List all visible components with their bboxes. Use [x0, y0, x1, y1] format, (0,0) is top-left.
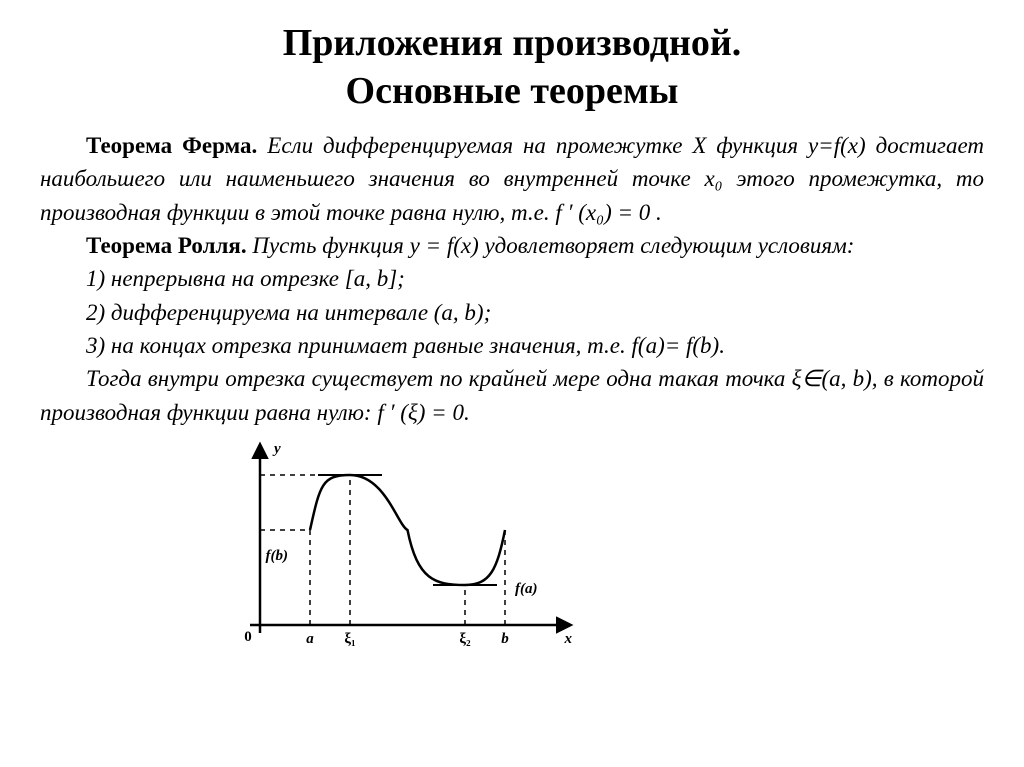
rolle-name: Теорема Ролля. — [86, 233, 247, 258]
body-text: Теорема Ферма. Если дифференцируемая на … — [40, 129, 984, 429]
rolle-conclusion: Тогда внутри отрезка существует по крайн… — [40, 362, 984, 429]
title-line-1: Приложения производной. — [40, 20, 984, 68]
svg-text:f(a): f(a) — [515, 581, 538, 597]
rolle-lead: Пусть функция y = f(x) удовлетворяет сле… — [252, 233, 854, 258]
fermat-name: Теорема Ферма. — [86, 133, 257, 158]
svg-text:ξ₂: ξ₂ — [459, 631, 471, 647]
svg-text:x: x — [564, 631, 573, 647]
rolle-item-2: 2) дифференцируема на интервале (a, b); — [40, 296, 984, 329]
rolle-chart: 0 x y a ξ₁ ξ₂ b f(b) f(a) — [220, 435, 580, 655]
svg-text:b: b — [501, 631, 509, 647]
page-title: Приложения производной. Основные теоремы — [40, 20, 984, 115]
svg-text:ξ₁: ξ₁ — [344, 631, 355, 647]
svg-text:y: y — [272, 441, 281, 457]
rolle-item-1: 1) непрерывна на отрезке [a, b]; — [40, 262, 984, 295]
title-line-2: Основные теоремы — [40, 68, 984, 116]
svg-text:0: 0 — [244, 629, 252, 645]
rolle-item-3: 3) на концах отрезка принимает равные зн… — [40, 329, 984, 362]
svg-text:f(b): f(b) — [266, 548, 289, 564]
svg-text:a: a — [306, 631, 314, 647]
